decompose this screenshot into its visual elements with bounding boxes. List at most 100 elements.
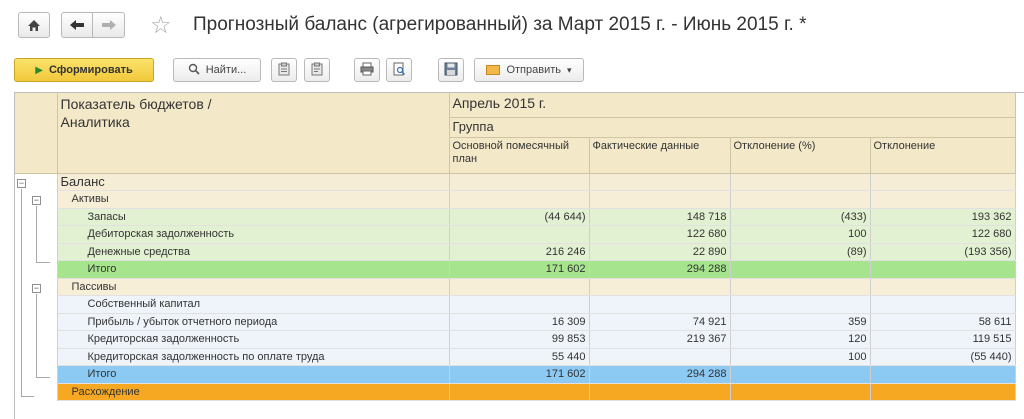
cell-fact — [589, 190, 731, 209]
table-row[interactable]: Пассивы — [15, 278, 1016, 296]
cell-plan — [449, 278, 590, 296]
collapse-liabilities-icon[interactable]: − — [32, 282, 41, 293]
tree-line — [36, 376, 50, 378]
table-row[interactable]: Расхождение — [15, 383, 1016, 401]
tree-line — [36, 261, 50, 263]
cell-dev: (193 356) — [870, 243, 1016, 261]
cell-fact: 122 680 — [589, 225, 731, 244]
arrow-left-icon — [69, 19, 85, 31]
dropdown-arrow-icon: ▾ — [567, 64, 572, 75]
row-label: Кредиторская задолженность по оплате тру… — [57, 348, 450, 366]
cell-dev-pct — [730, 383, 871, 401]
cell-fact — [589, 295, 731, 314]
col-header-plan: Основной помесячный план — [449, 137, 590, 174]
clipboard-alt-button[interactable] — [304, 58, 330, 82]
indicator-header: Показатель бюджетов / Аналитика — [57, 93, 450, 174]
cell-dev — [870, 260, 1016, 279]
find-button[interactable]: Найти... — [173, 58, 261, 82]
row-label: Кредиторская задолженность — [57, 330, 450, 349]
cell-dev-pct: (433) — [730, 208, 871, 226]
row-label: Прибыль / убыток отчетного периода — [57, 313, 450, 331]
row-label: Расхождение — [57, 383, 450, 401]
table-row[interactable]: Итого 171 602 294 288 — [15, 260, 1016, 279]
collapse-balance-icon[interactable]: − — [17, 177, 26, 188]
cell-dev-pct — [730, 365, 871, 384]
cell-fact — [589, 173, 731, 191]
print-preview-button[interactable] — [386, 58, 412, 82]
col-header-fact: Фактические данные — [589, 137, 731, 174]
tree-line — [36, 293, 37, 378]
generate-button[interactable]: ▶ Сформировать — [14, 58, 154, 82]
forward-button[interactable] — [93, 12, 125, 38]
cell-dev — [870, 278, 1016, 296]
envelope-icon — [486, 65, 501, 75]
cell-plan: 16 309 — [449, 313, 590, 331]
save-button[interactable] — [438, 58, 464, 82]
table-row[interactable]: Кредиторская задолженность 99 853 219 36… — [15, 330, 1016, 349]
print-button[interactable] — [354, 58, 380, 82]
page-title: Прогнозный баланс (агрегированный) за Ма… — [193, 14, 807, 35]
indicator-header-line1: Показатель бюджетов / — [60, 96, 212, 112]
table-row[interactable]: Дебиторская задолженность 122 680 100 12… — [15, 225, 1016, 244]
report-grid: Показатель бюджетов / Аналитика Апрель 2… — [14, 92, 1024, 419]
table-row[interactable]: Денежные средства 216 246 22 890 (89) (1… — [15, 243, 1016, 261]
table-row[interactable]: Собственный капитал — [15, 295, 1016, 314]
cell-dev — [870, 365, 1016, 384]
cell-plan — [449, 173, 590, 191]
clipboard-button[interactable] — [271, 58, 297, 82]
cell-dev: 58 611 — [870, 313, 1016, 331]
find-button-label: Найти... — [205, 64, 247, 76]
table-row[interactable]: Запасы (44 644) 148 718 (433) 193 362 — [15, 208, 1016, 226]
tree-header-cell — [15, 93, 58, 174]
home-button[interactable] — [18, 12, 50, 38]
row-label: Пассивы — [57, 278, 450, 296]
cell-dev — [870, 383, 1016, 401]
cell-fact — [589, 278, 731, 296]
table-row[interactable]: Активы — [15, 190, 1016, 209]
report-table: Показатель бюджетов / Аналитика Апрель 2… — [15, 93, 1016, 401]
row-label: Активы — [57, 190, 450, 209]
row-label: Баланс — [57, 173, 450, 191]
star-icon[interactable]: ☆ — [150, 11, 172, 39]
printer-icon — [360, 62, 374, 79]
cell-dev-pct: 120 — [730, 330, 871, 349]
table-row[interactable]: Кредиторская задолженность по оплате тру… — [15, 348, 1016, 366]
row-label: Денежные средства — [57, 243, 450, 261]
print-preview-icon — [392, 62, 406, 79]
home-icon — [27, 19, 41, 32]
play-icon: ▶ — [35, 64, 43, 76]
period-header: Апрель 2015 г. — [449, 93, 1016, 118]
cell-fact: 294 288 — [589, 260, 731, 279]
send-button[interactable]: Отправить ▾ — [474, 58, 584, 82]
cell-dev: 122 680 — [870, 225, 1016, 244]
table-row[interactable]: − − − Баланс — [15, 173, 1016, 401]
cell-dev: 193 362 — [870, 208, 1016, 226]
cell-fact: 294 288 — [589, 365, 731, 384]
cell-dev-pct — [730, 278, 871, 296]
row-label: Итого — [57, 365, 450, 384]
cell-dev — [870, 295, 1016, 314]
table-row[interactable]: Итого 171 602 294 288 — [15, 365, 1016, 384]
generate-button-label: Сформировать — [48, 64, 133, 76]
cell-plan — [449, 190, 590, 209]
row-label: Собственный капитал — [57, 295, 450, 314]
cell-dev — [870, 173, 1016, 191]
cell-plan: 171 602 — [449, 365, 590, 384]
collapse-assets-icon[interactable]: − — [32, 194, 41, 205]
cell-fact: 148 718 — [589, 208, 731, 226]
col-header-dev: Отклонение — [870, 137, 1016, 174]
cell-dev-pct: (89) — [730, 243, 871, 261]
cell-plan — [449, 295, 590, 314]
back-button[interactable] — [61, 12, 93, 38]
cell-plan: (44 644) — [449, 208, 590, 226]
cell-dev-pct — [730, 295, 871, 314]
tree-gutter: − − − — [15, 173, 58, 401]
table-row[interactable]: Прибыль / убыток отчетного периода 16 30… — [15, 313, 1016, 331]
tree-line — [21, 395, 34, 397]
cell-dev: 119 515 — [870, 330, 1016, 349]
save-icon — [444, 62, 458, 79]
clipboard-icon — [277, 62, 291, 79]
cell-plan — [449, 383, 590, 401]
cell-plan: 55 440 — [449, 348, 590, 366]
cell-dev-pct — [730, 190, 871, 209]
